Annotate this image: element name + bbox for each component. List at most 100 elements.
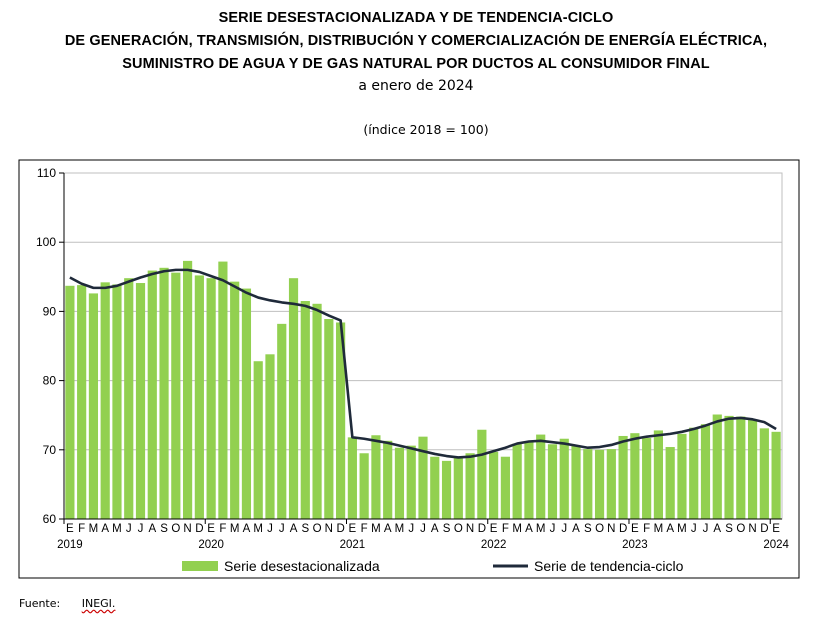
bar: [383, 440, 393, 519]
bar: [371, 435, 381, 519]
chart-subtitle: a enero de 2024: [358, 78, 474, 94]
bar: [771, 431, 781, 519]
chart-title-line-3: SUMINISTRO DE AGUA Y DE GAS NATURAL POR …: [122, 56, 710, 72]
bar: [182, 260, 193, 519]
x-tick-label: E: [772, 523, 780, 535]
x-tick-label: D: [760, 523, 768, 535]
bar: [441, 460, 452, 519]
year-label: 2021: [340, 539, 366, 551]
y-tick-label: 60: [43, 512, 57, 526]
source-note: Fuente: INEGI.: [19, 597, 115, 610]
bar: [724, 415, 734, 519]
x-tick-label: A: [384, 523, 392, 535]
x-tick-label: J: [279, 523, 285, 535]
x-tick-label: O: [454, 523, 463, 535]
bar: [241, 288, 252, 519]
bar: [700, 424, 711, 519]
legend-line-label: Serie de tendencia-ciclo: [534, 558, 684, 574]
x-tick-label: M: [536, 523, 546, 535]
x-tick-label: J: [550, 523, 556, 535]
bar: [171, 272, 181, 519]
x-tick-label: F: [502, 523, 509, 535]
x-tick-label: J: [420, 523, 426, 535]
legend-bar-label: Serie desestacionalizada: [224, 558, 380, 574]
y-tick-label: 70: [43, 443, 57, 457]
bar: [324, 319, 334, 519]
bar: [712, 414, 722, 519]
x-tick-label: M: [112, 523, 122, 535]
y-axis: 60 70 80 90 100 110: [36, 166, 65, 526]
x-tick-label: E: [490, 523, 498, 535]
bar: [277, 323, 287, 519]
year-label: 2023: [622, 539, 648, 551]
bar: [135, 283, 146, 519]
x-tick-label: M: [253, 523, 263, 535]
year-label: 2022: [481, 539, 507, 551]
x-tick-label: A: [431, 523, 439, 535]
bar: [336, 322, 346, 519]
bar: [406, 445, 416, 519]
bar: [218, 261, 228, 519]
bar: [194, 275, 204, 519]
x-tick-label: A: [148, 523, 156, 535]
bar: [536, 434, 546, 519]
x-tick-label: A: [572, 523, 580, 535]
x-tick-label: A: [713, 523, 721, 535]
bar: [606, 449, 616, 519]
bar: [512, 443, 522, 519]
x-tick-label: F: [219, 523, 226, 535]
bar: [453, 458, 463, 519]
x-tick-label: F: [361, 523, 368, 535]
legend-bar-swatch: [182, 561, 218, 571]
x-tick-label: J: [126, 523, 132, 535]
bar: [230, 281, 240, 519]
source-value: INEGI.: [81, 597, 116, 610]
x-tick-label: O: [595, 523, 604, 535]
bar: [88, 293, 99, 519]
bar: [394, 447, 405, 519]
bar: [77, 285, 87, 519]
bar: [489, 451, 499, 519]
x-tick-label: M: [89, 523, 99, 535]
x-tick-label: M: [230, 523, 240, 535]
bar: [653, 430, 664, 519]
bar: [477, 429, 487, 519]
x-tick-label: E: [349, 523, 357, 535]
bar: [65, 285, 75, 519]
x-tick-label: J: [561, 523, 567, 535]
x-tick-label: F: [643, 523, 650, 535]
bar: [312, 303, 322, 519]
bar: [359, 453, 369, 519]
bar: [594, 449, 605, 519]
x-tick-label: O: [736, 523, 745, 535]
x-tick-label: S: [301, 523, 309, 535]
x-tick-label: E: [207, 523, 215, 535]
year-label: 2024: [763, 539, 789, 551]
bar: [571, 445, 581, 519]
x-tick-label: A: [243, 523, 251, 535]
bar: [630, 433, 640, 519]
bar: [288, 278, 299, 519]
x-tick-label: E: [631, 523, 639, 535]
x-tick-label: O: [171, 523, 180, 535]
x-tick-label: N: [183, 523, 191, 535]
bar: [665, 447, 675, 519]
bar: [689, 427, 699, 519]
y-tick-label: 100: [36, 235, 56, 249]
bar: [124, 278, 134, 519]
bar: [265, 354, 275, 519]
x-tick-label: N: [325, 523, 333, 535]
bar: [206, 278, 216, 519]
trend-line: [69, 268, 777, 459]
legend: Serie desestacionalizada Serie de tenden…: [182, 558, 684, 574]
x-tick-label: J: [703, 523, 709, 535]
bar: [347, 437, 357, 519]
bar: [677, 433, 687, 519]
bar: [747, 420, 758, 519]
bar: [112, 284, 122, 519]
bar: [300, 301, 310, 519]
y-tick-label: 110: [37, 166, 56, 180]
bar: [253, 361, 263, 519]
